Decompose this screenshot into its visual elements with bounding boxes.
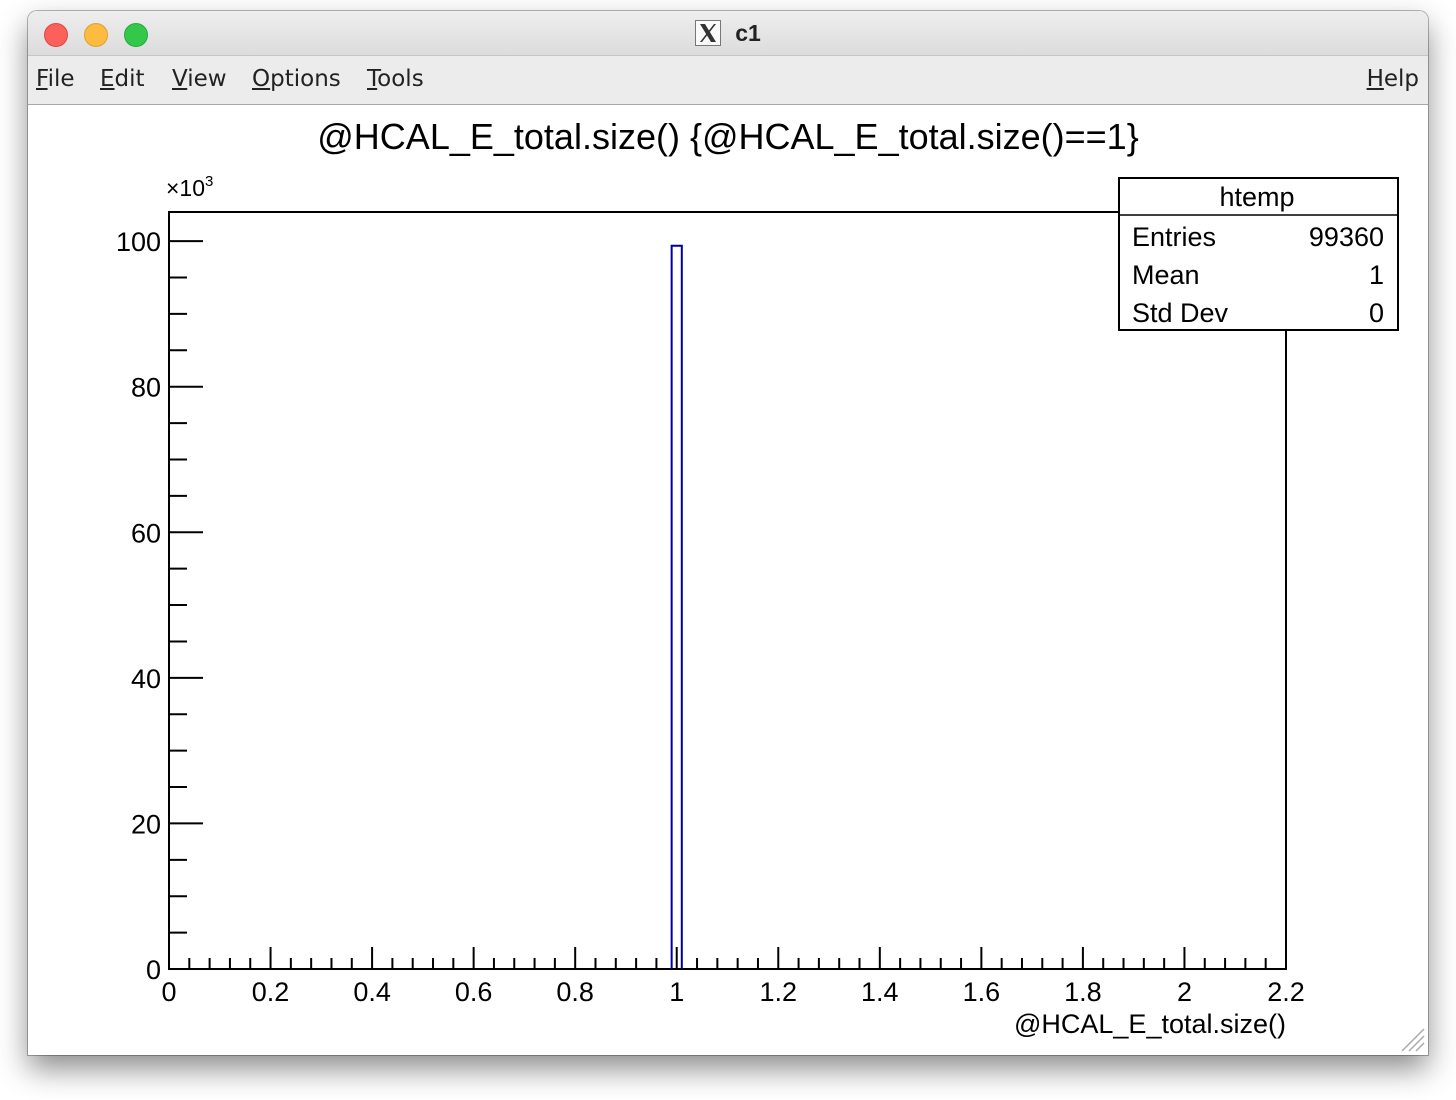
menu-file-label: ile [47,66,75,92]
x-tick-label: 1.8 [1064,977,1102,1007]
x-tick-label: 2.2 [1267,977,1305,1007]
menu-options-accel: O [252,66,271,92]
menu-bar: File Edit View Options Tools Help [28,56,1428,105]
menu-edit-label: dit [114,66,145,92]
resize-grip-icon[interactable] [1401,1028,1425,1052]
chart-title: @HCAL_E_total.size() {@HCAL_E_total.size… [317,116,1138,157]
stats-mean-label: Mean [1132,260,1200,290]
stats-box[interactable]: htemp Entries 99360 Mean 1 Std Dev 0 [1118,177,1399,331]
histogram-plot: @HCAL_E_total.size() {@HCAL_E_total.size… [116,116,1425,1052]
y-tick-label: 20 [131,809,161,839]
x-tick-label: 1.4 [861,977,899,1007]
menu-file-accel: F [36,66,48,92]
menu-file[interactable]: File [36,66,75,92]
y-axis: 0 20 40 60 80 100 [116,227,203,985]
x-axis-label: @HCAL_E_total.size() [1014,1009,1286,1039]
plot-frame [168,211,1287,970]
plot-canvas[interactable]: @HCAL_E_total.size() {@HCAL_E_total.size… [28,105,1428,1055]
zoom-window-button[interactable] [124,23,148,47]
x-tick-label: 0.8 [556,977,594,1007]
stats-stddev-label: Std Dev [1132,298,1229,328]
menu-options[interactable]: Options [252,66,341,92]
stats-box-frame [1118,177,1399,331]
histogram-bars [670,244,683,969]
menu-edit-accel: E [100,66,115,92]
x-tick-label: 0.4 [353,977,391,1007]
stats-entries-label: Entries [1132,222,1216,252]
title-bar[interactable]: c1 [28,11,1428,56]
y-tick-label: 80 [131,373,161,403]
x-tick-label: 1 [669,977,684,1007]
x-axis: 0 0.2 0.4 0.6 0.8 1 1.2 1.4 1.6 1.8 2 2.2 [161,947,1305,1007]
title-group: c1 [28,11,1428,55]
stats-box-name: htemp [1219,182,1294,212]
menu-view[interactable]: View [172,66,227,92]
menu-tools-accel: T [367,66,378,92]
stats-stddev-value: 0 [1369,298,1384,328]
y-tick-label: 0 [146,955,161,985]
x-tick-label: 1.2 [759,977,797,1007]
menu-help[interactable]: Help [1367,66,1419,92]
x-tick-label: 0.2 [252,977,290,1007]
menu-view-label: iew [187,66,227,92]
minimize-window-button[interactable] [84,23,108,47]
menu-help-accel: H [1366,66,1384,92]
root-canvas-window: c1 File Edit View Options Tools Help @HC… [28,11,1428,1055]
menu-edit[interactable]: Edit [100,66,145,92]
x-tick-label: 2 [1177,977,1192,1007]
x-tick-label: 0 [161,977,176,1007]
menu-help-label: elp [1383,66,1419,92]
stats-mean-value: 1 [1369,260,1384,290]
close-window-button[interactable] [44,23,68,47]
y-tick-label: 100 [116,227,161,257]
y-axis-multiplier: ×103 [166,173,213,201]
stats-entries-value: 99360 [1309,222,1384,252]
x11-icon [695,20,722,46]
x-tick-label: 1.6 [963,977,1001,1007]
y-tick-label: 60 [131,518,161,548]
y-axis-multiplier-exponent: 3 [205,173,213,190]
menu-tools[interactable]: Tools [367,66,424,92]
menu-view-accel: V [172,66,188,92]
y-axis-multiplier-base: ×10 [166,175,205,201]
menu-options-label: ptions [270,66,341,92]
histogram-bin [670,244,683,969]
menu-tools-label: ools [377,66,424,92]
window-title: c1 [735,19,761,46]
y-tick-label: 40 [131,664,161,694]
x-tick-label: 0.6 [455,977,493,1007]
